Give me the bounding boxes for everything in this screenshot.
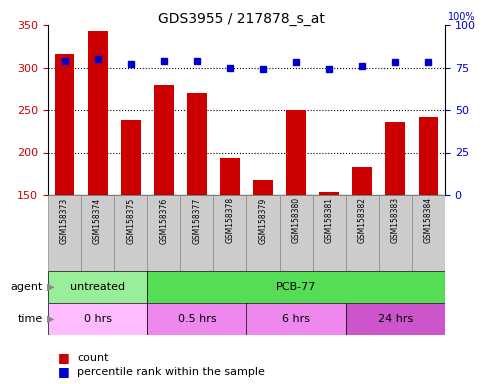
Text: PCB-77: PCB-77 xyxy=(276,282,316,292)
Bar xyxy=(412,195,445,271)
Text: 0 hrs: 0 hrs xyxy=(84,314,112,324)
Bar xyxy=(48,195,81,271)
Bar xyxy=(385,122,405,195)
Text: ▶: ▶ xyxy=(47,282,55,292)
Bar xyxy=(121,120,141,195)
Bar xyxy=(147,195,180,271)
Text: ■: ■ xyxy=(57,366,70,379)
Text: GSM158374: GSM158374 xyxy=(93,197,102,243)
Bar xyxy=(286,110,306,195)
Bar xyxy=(88,31,108,195)
Text: GSM158380: GSM158380 xyxy=(292,197,300,243)
Bar xyxy=(55,54,74,195)
Text: count: count xyxy=(77,353,109,363)
Text: ▶: ▶ xyxy=(47,314,55,324)
Bar xyxy=(154,84,174,195)
Text: GSM158377: GSM158377 xyxy=(192,197,201,243)
Text: 0.5 hrs: 0.5 hrs xyxy=(178,314,216,324)
Text: 6 hrs: 6 hrs xyxy=(282,314,310,324)
Bar xyxy=(213,195,246,271)
Bar xyxy=(147,271,445,303)
Bar xyxy=(346,195,379,271)
Bar xyxy=(180,195,213,271)
Text: time: time xyxy=(18,314,43,324)
Bar xyxy=(187,93,207,195)
Text: GSM158379: GSM158379 xyxy=(258,197,268,243)
Text: GSM158378: GSM158378 xyxy=(226,197,234,243)
Bar xyxy=(280,195,313,271)
Text: GDS3955 / 217878_s_at: GDS3955 / 217878_s_at xyxy=(158,12,325,25)
Text: GSM158375: GSM158375 xyxy=(126,197,135,243)
Bar xyxy=(379,195,412,271)
Text: agent: agent xyxy=(11,282,43,292)
Text: GSM158383: GSM158383 xyxy=(391,197,400,243)
Bar xyxy=(220,159,240,195)
Bar xyxy=(319,192,339,195)
Text: 24 hrs: 24 hrs xyxy=(378,314,413,324)
Bar xyxy=(114,195,147,271)
Bar xyxy=(246,195,280,271)
Bar xyxy=(253,180,273,195)
Text: 100%: 100% xyxy=(448,12,475,22)
Bar xyxy=(246,303,346,335)
Bar xyxy=(48,271,147,303)
Text: ■: ■ xyxy=(57,351,70,364)
Text: GSM158373: GSM158373 xyxy=(60,197,69,243)
Bar xyxy=(81,195,114,271)
Bar xyxy=(353,167,372,195)
Text: GSM158382: GSM158382 xyxy=(358,197,367,243)
Bar xyxy=(48,303,147,335)
Text: GSM158376: GSM158376 xyxy=(159,197,168,243)
Text: GSM158381: GSM158381 xyxy=(325,197,334,243)
Bar xyxy=(419,117,439,195)
Bar xyxy=(147,303,246,335)
Text: GSM158384: GSM158384 xyxy=(424,197,433,243)
Bar xyxy=(346,303,445,335)
Bar xyxy=(313,195,346,271)
Text: untreated: untreated xyxy=(70,282,125,292)
Text: percentile rank within the sample: percentile rank within the sample xyxy=(77,367,265,377)
